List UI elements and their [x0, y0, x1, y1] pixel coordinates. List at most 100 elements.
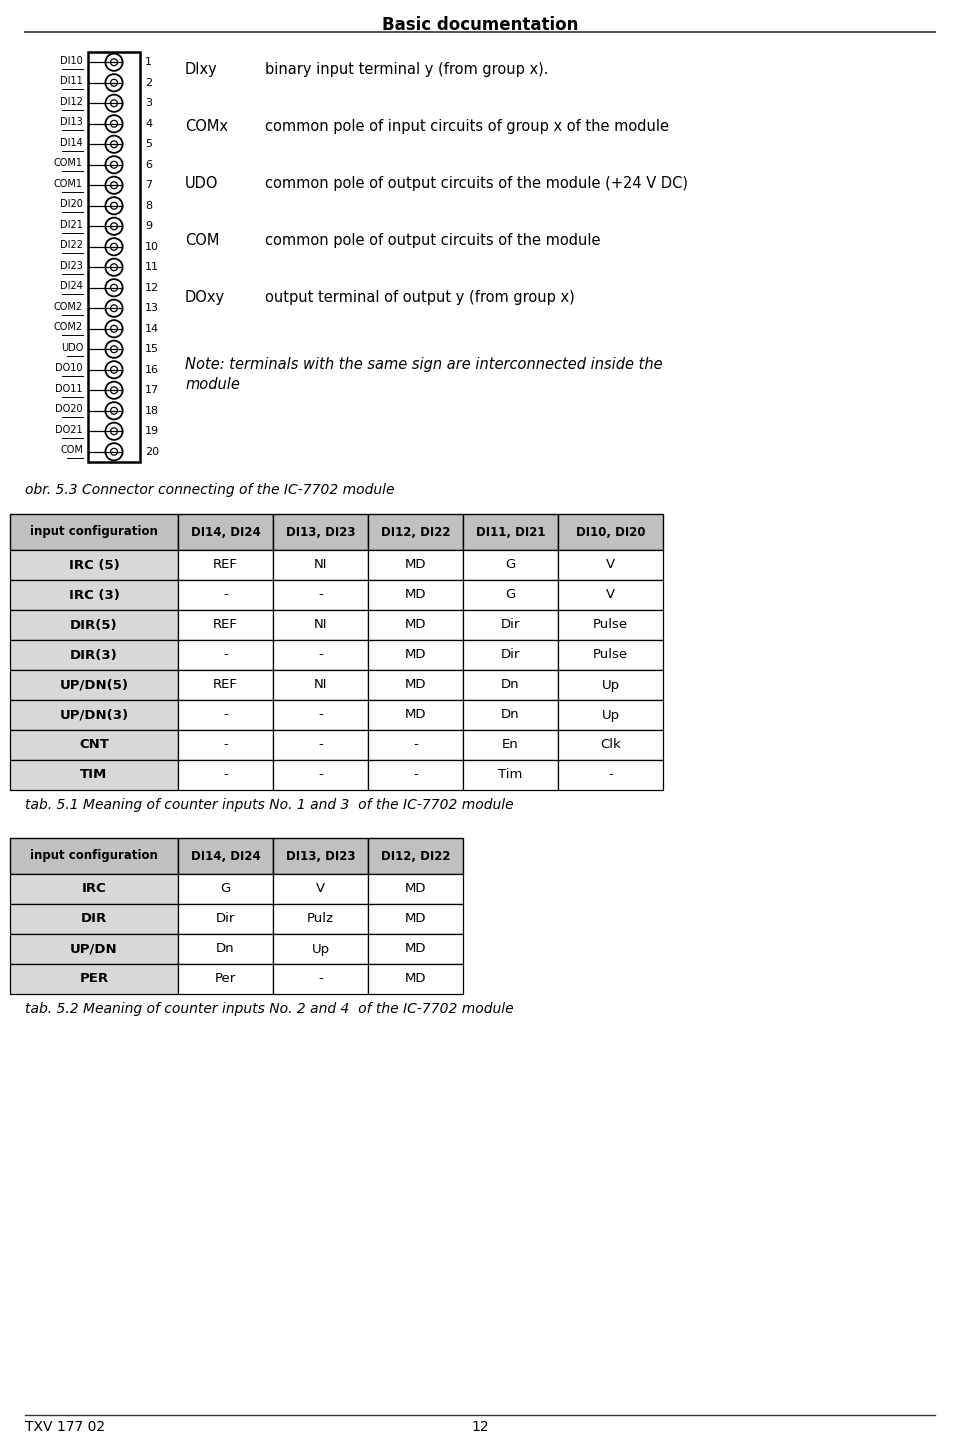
Text: NI: NI [314, 679, 327, 692]
Bar [178, 670, 273, 700]
Bar [178, 550, 273, 580]
Text: DO10: DO10 [56, 364, 83, 373]
Circle shape [106, 176, 123, 193]
Text: COMx: COMx [185, 118, 228, 134]
Text: TIM: TIM [81, 768, 108, 781]
Text: Pulse: Pulse [593, 648, 628, 661]
Bar [10, 670, 178, 700]
Text: Dir: Dir [216, 913, 235, 926]
Text: -: - [413, 768, 418, 781]
Text: MD: MD [405, 559, 426, 572]
Bar [368, 670, 463, 700]
Circle shape [110, 345, 117, 352]
Text: DI20: DI20 [60, 199, 83, 209]
Text: 8: 8 [145, 201, 152, 211]
Text: En: En [502, 738, 518, 751]
Text: 4: 4 [145, 118, 152, 129]
Text: Up: Up [311, 943, 329, 956]
Text: DI12, DI22: DI12, DI22 [381, 526, 450, 539]
Bar [178, 760, 273, 790]
Text: DIR(5): DIR(5) [70, 618, 118, 631]
Text: G: G [221, 882, 230, 895]
Circle shape [106, 423, 123, 440]
Text: 5: 5 [145, 139, 152, 149]
Circle shape [110, 448, 117, 455]
Circle shape [106, 218, 123, 235]
Text: -: - [318, 648, 323, 661]
Text: MD: MD [405, 913, 426, 926]
Circle shape [106, 279, 123, 296]
Bar [273, 514, 368, 550]
Text: Dn: Dn [501, 709, 519, 722]
Bar [558, 700, 663, 731]
Circle shape [110, 59, 117, 65]
Text: -: - [223, 709, 228, 722]
Bar [273, 640, 368, 670]
Text: -: - [413, 738, 418, 751]
Bar [558, 670, 663, 700]
Text: UDO: UDO [185, 176, 219, 191]
Text: 12: 12 [471, 1419, 489, 1434]
Bar [88, 52, 140, 462]
Text: Dir: Dir [501, 618, 520, 631]
Circle shape [106, 341, 123, 358]
Circle shape [106, 136, 123, 153]
Text: TXV 177 02: TXV 177 02 [25, 1419, 106, 1434]
Bar [273, 700, 368, 731]
Text: -: - [608, 768, 612, 781]
Text: DI21: DI21 [60, 219, 83, 230]
Text: CNT: CNT [79, 738, 108, 751]
Bar [368, 580, 463, 609]
Text: 20: 20 [145, 446, 159, 456]
Text: Up: Up [601, 709, 619, 722]
Bar [273, 760, 368, 790]
Bar [368, 874, 463, 904]
Text: 10: 10 [145, 241, 159, 251]
Text: IRC (3): IRC (3) [68, 589, 119, 602]
Circle shape [110, 162, 117, 168]
Text: IRC (5): IRC (5) [68, 559, 119, 572]
Text: UDO: UDO [60, 342, 83, 352]
Circle shape [110, 367, 117, 373]
Bar [10, 640, 178, 670]
Text: 16: 16 [145, 365, 159, 375]
Text: -: - [318, 738, 323, 751]
Text: -: - [223, 768, 228, 781]
Text: DI14: DI14 [60, 137, 83, 147]
Bar [463, 514, 558, 550]
Circle shape [106, 156, 123, 173]
Circle shape [110, 243, 117, 250]
Bar [178, 838, 273, 874]
Text: DI14, DI24: DI14, DI24 [191, 849, 260, 862]
Bar [10, 904, 178, 934]
Bar [178, 700, 273, 731]
Text: DI12, DI22: DI12, DI22 [381, 849, 450, 862]
Text: DI24: DI24 [60, 282, 83, 292]
Text: COM1: COM1 [54, 159, 83, 169]
Bar [558, 640, 663, 670]
Text: DO11: DO11 [56, 384, 83, 394]
Bar [273, 580, 368, 609]
Text: 6: 6 [145, 160, 152, 170]
Circle shape [110, 100, 117, 107]
Text: REF: REF [213, 559, 238, 572]
Bar [178, 609, 273, 640]
Circle shape [110, 79, 117, 87]
Circle shape [110, 120, 117, 127]
Text: G: G [505, 559, 516, 572]
Text: Tim: Tim [498, 768, 522, 781]
Text: DI10, DI20: DI10, DI20 [576, 526, 645, 539]
Text: 12: 12 [145, 283, 159, 293]
Text: MD: MD [405, 648, 426, 661]
Bar [178, 514, 273, 550]
Bar [463, 670, 558, 700]
Bar [368, 550, 463, 580]
Bar [10, 760, 178, 790]
Text: UP/DN: UP/DN [70, 943, 118, 956]
Text: MD: MD [405, 618, 426, 631]
Bar [558, 514, 663, 550]
Text: common pole of output circuits of the module: common pole of output circuits of the mo… [265, 232, 601, 248]
Text: DI13, DI23: DI13, DI23 [286, 526, 355, 539]
Bar [10, 550, 178, 580]
Bar [463, 700, 558, 731]
